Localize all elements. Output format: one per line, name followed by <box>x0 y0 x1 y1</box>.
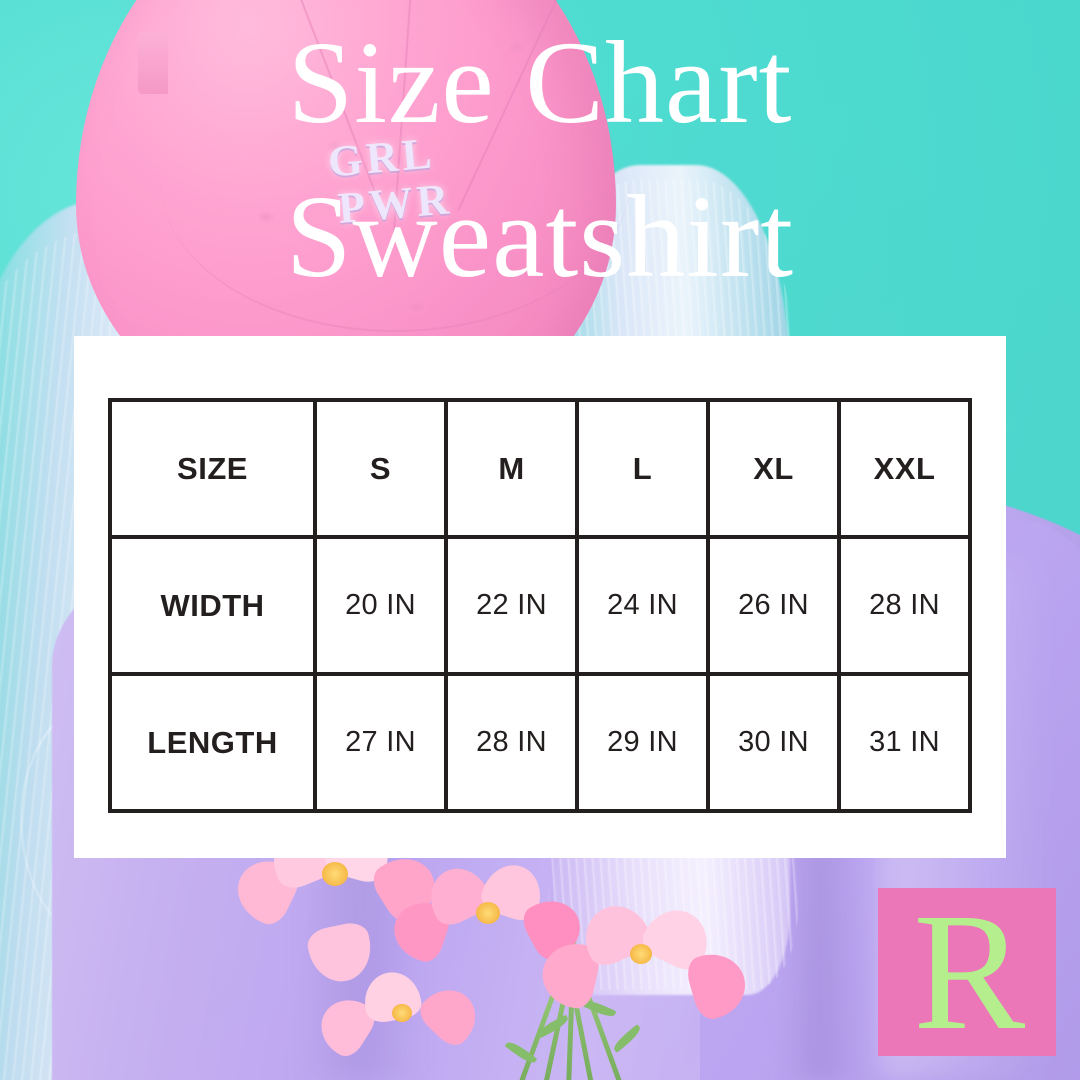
cap-eyelet-1 <box>326 140 346 154</box>
logo-wordmark-elle: ELLE <box>930 946 946 998</box>
table-col-header-xxl: XXL <box>837 398 972 539</box>
table-row-length: LENGTH 27 IN 28 IN 29 IN 30 IN 31 IN <box>108 672 972 813</box>
table-cell-width-m: 22 IN <box>444 535 579 676</box>
brand-logo-badge: R ELLE <box>878 888 1056 1056</box>
table-col-header-xl: XL <box>706 398 841 539</box>
table-cell-length-m: 28 IN <box>444 672 579 813</box>
cap-eyelet-2 <box>256 210 276 224</box>
table-cell-width-s: 20 IN <box>313 535 448 676</box>
page-title-line-2: Sweatshirt <box>285 171 795 302</box>
table-header-row: SIZE S M L XL XXL <box>108 398 972 539</box>
table-cell-length-xl: 30 IN <box>706 672 841 813</box>
table-col-header-m: M <box>444 398 579 539</box>
table-cell-width-xl: 26 IN <box>706 535 841 676</box>
cap-side-tab <box>138 32 168 94</box>
table-row-label-width: WIDTH <box>108 535 317 676</box>
cap-eyelet-4 <box>506 40 526 54</box>
table-cell-length-l: 29 IN <box>575 672 710 813</box>
flower-leaf <box>611 1024 643 1053</box>
table-row-width: WIDTH 20 IN 22 IN 24 IN 26 IN 28 IN <box>108 535 972 676</box>
table-col-header-l: L <box>575 398 710 539</box>
table-cell-length-xxl: 31 IN <box>837 672 972 813</box>
table-row-label-length: LENGTH <box>108 672 317 813</box>
cap-brim-seam <box>160 180 630 332</box>
page-title-line-1: Size Chart <box>287 17 793 148</box>
table-corner-size-label: SIZE <box>108 398 317 539</box>
table-col-header-s: S <box>313 398 448 539</box>
cap-eyelet-3 <box>406 300 426 314</box>
table-cell-width-xxl: 28 IN <box>837 535 972 676</box>
table-cell-length-s: 27 IN <box>313 672 448 813</box>
logo-monogram-r: R <box>913 888 1026 1056</box>
size-chart-card: SIZE S M L XL XXL WIDTH 20 IN 22 IN 24 I… <box>74 336 1006 858</box>
table-cell-width-l: 24 IN <box>575 535 710 676</box>
size-chart-table: SIZE S M L XL XXL WIDTH 20 IN 22 IN 24 I… <box>108 398 972 813</box>
